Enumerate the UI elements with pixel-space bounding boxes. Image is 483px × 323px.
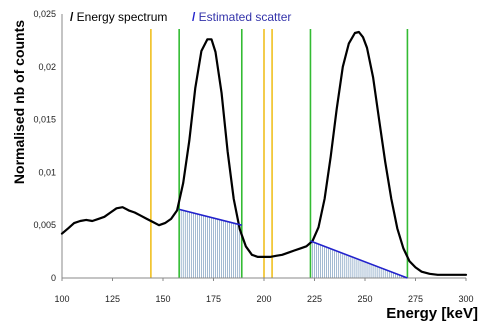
- legend-swatch-energy-spectrum: /: [70, 10, 77, 24]
- x-tick-label: 300: [458, 294, 473, 304]
- legend-entry-energy-spectrum: / Energy spectrum: [70, 10, 167, 24]
- x-tick-label: 125: [105, 294, 120, 304]
- legend-label-estimated-scatter: Estimated scatter: [199, 10, 292, 24]
- x-tick-label: 100: [54, 294, 69, 304]
- legend-entry-estimated-scatter: / Estimated scatter: [192, 10, 291, 24]
- estimated-scatter-line: [178, 208, 242, 226]
- x-tick-label: 150: [155, 294, 170, 304]
- x-tick-labels: 100 125 150 175 200 225 250 275 300: [54, 278, 474, 304]
- legend: / Energy spectrum / Estimated scatter: [70, 10, 291, 24]
- x-tick-label: 250: [357, 294, 372, 304]
- y-tick-label: 0,005: [33, 220, 56, 230]
- legend-label-energy-spectrum: Energy spectrum: [77, 10, 168, 24]
- energy-spectrum-line: [60, 30, 468, 276]
- x-tick-label: 225: [307, 294, 322, 304]
- x-tick-label: 275: [408, 294, 423, 304]
- estimated-scatter-line: [310, 240, 408, 279]
- x-axis-title: Energy [keV]: [386, 305, 478, 322]
- y-tick-label: 0,015: [33, 115, 56, 125]
- y-axis-title: Normalised nb of counts: [11, 20, 27, 184]
- x-tick-label: 200: [256, 294, 271, 304]
- y-tick-label: 0,02: [38, 62, 56, 72]
- scatter-shading-layer: [180, 209, 406, 278]
- series-layer: [60, 30, 468, 279]
- y-tick-label: 0,025: [33, 9, 56, 19]
- legend-swatch-estimated-scatter: /: [192, 10, 199, 24]
- window-lines-layer: [150, 29, 409, 278]
- y-tick-label: 0,01: [38, 167, 56, 177]
- y-tick-labels: 0 0,005 0,01 0,015 0,02 0,025: [33, 9, 56, 283]
- y-tick-label: 0: [51, 273, 56, 283]
- x-tick-label: 175: [206, 294, 221, 304]
